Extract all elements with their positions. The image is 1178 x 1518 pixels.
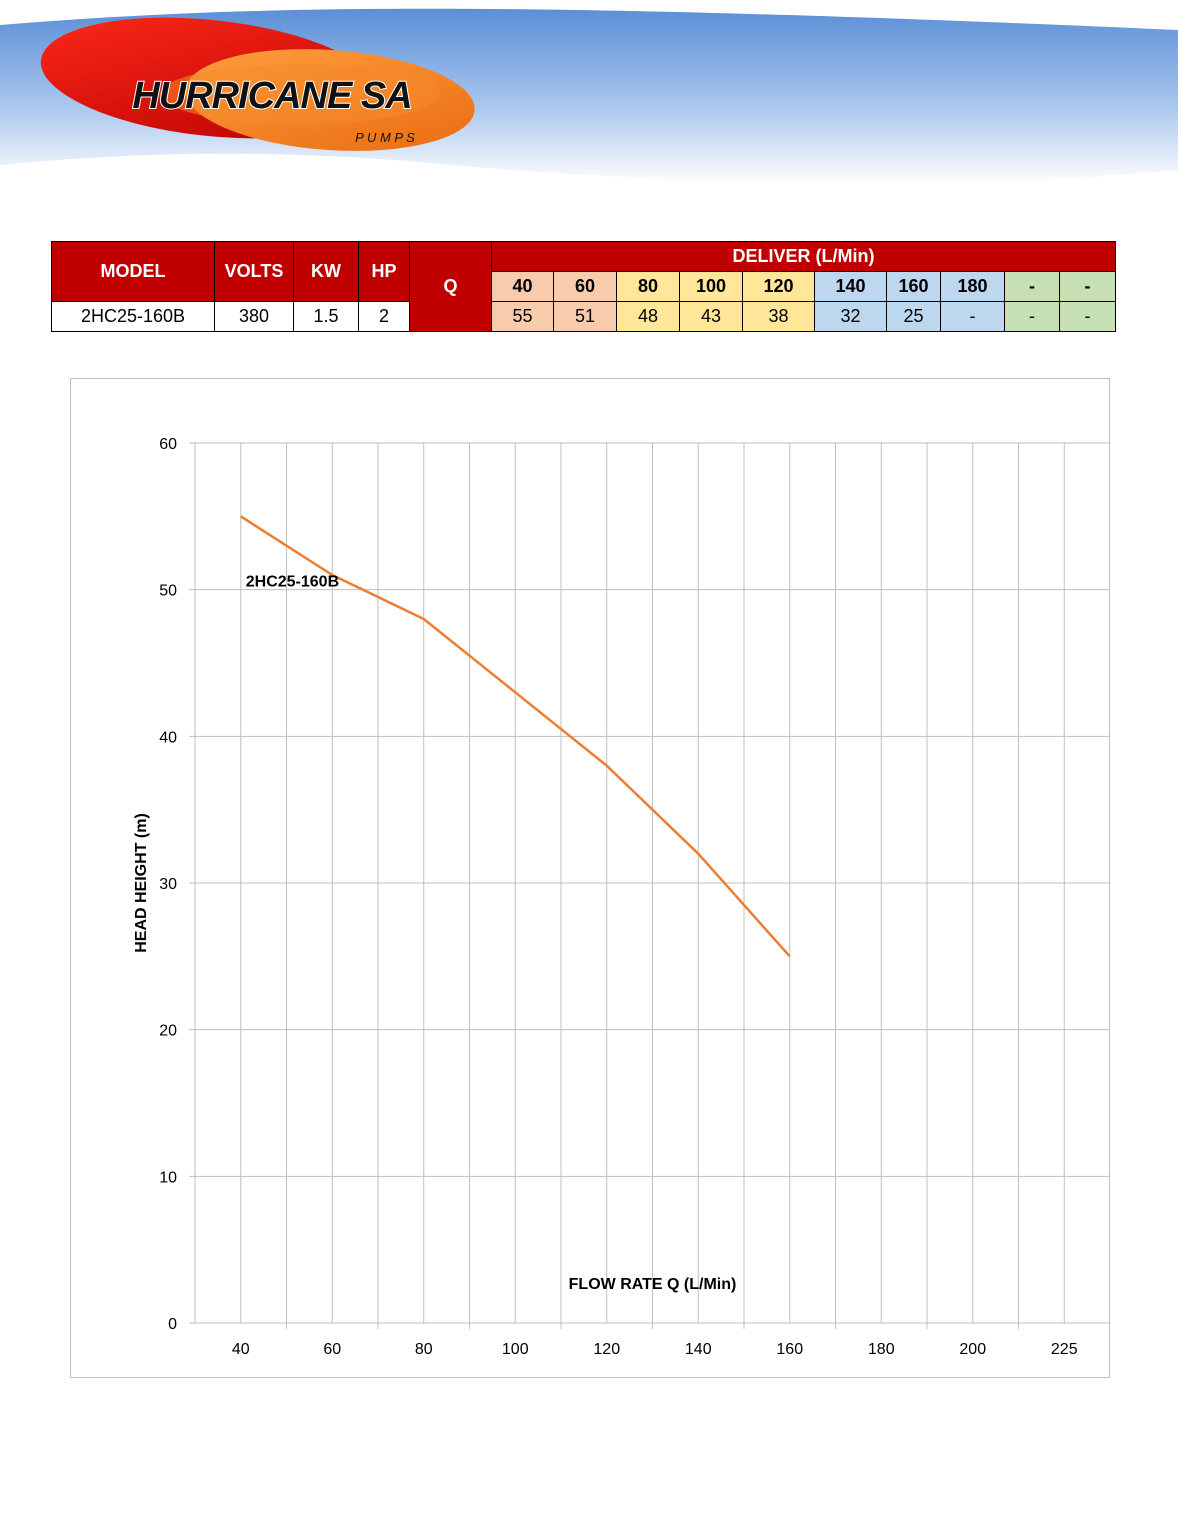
x-tick-label: 180 (868, 1341, 895, 1358)
flow-cell: 160 (886, 271, 941, 302)
series-label: 2HC25-160B (246, 573, 339, 590)
cell-kw: 1.5 (293, 301, 359, 332)
x-tick-label: 160 (776, 1341, 803, 1358)
header-q: Q (409, 241, 492, 332)
header-volts: VOLTS (214, 241, 294, 302)
y-tick-label: 0 (168, 1316, 177, 1333)
flow-cell: 60 (553, 271, 617, 302)
x-tick-label: 60 (323, 1341, 341, 1358)
x-tick-label: 100 (502, 1341, 529, 1358)
x-axis-title: FLOW RATE Q (L/Min) (569, 1276, 737, 1293)
table-header-row: MODEL VOLTS KW HP Q DELIVER (L/Min) (51, 241, 1117, 332)
x-tick-label: 80 (415, 1341, 433, 1358)
x-tick-label: 120 (593, 1341, 620, 1358)
head-cell: - (940, 301, 1005, 332)
flow-cell: 180 (940, 271, 1005, 302)
y-tick-label: 40 (159, 729, 177, 746)
y-tick-label: 10 (159, 1169, 177, 1186)
header-banner: HURRICANE SA P U M P S (0, 8, 1178, 185)
flow-cell: 40 (491, 271, 554, 302)
table-flow-row: 40 60 80 100 120 140 160 180 - - (52, 271, 1117, 302)
flow-cell: 140 (814, 271, 887, 302)
performance-chart: 0 10 20 30 40 50 60 40 60 80 100 120 140 160 180 200 225… (133, 436, 1110, 1358)
head-cell: 38 (742, 301, 815, 332)
company-logo: HURRICANE SA P U M P S (40, 17, 475, 151)
header-deliver: DELIVER (L/Min) (490, 241, 1117, 272)
spec-table: MODEL VOLTS KW HP Q DELIVER (L/Min) 40 6… (51, 241, 1117, 332)
y-tick-label: 50 (159, 583, 177, 600)
flow-cell: 100 (679, 271, 743, 302)
y-tick-label: 20 (159, 1023, 177, 1040)
flow-cell: - (1058, 271, 1117, 302)
series-line (240, 515, 791, 958)
flow-cell: 120 (742, 271, 815, 302)
table-row: 2HC25-160B 380 1.5 2 55 51 48 43 38 32 2… (51, 301, 1117, 332)
head-cell: 51 (553, 301, 617, 332)
logo-subtitle: P U M P S (355, 130, 415, 145)
header-model: MODEL (51, 241, 215, 302)
cell-model: 2HC25-160B (51, 301, 215, 332)
flow-cell: - (1004, 271, 1060, 302)
y-axis-title: HEAD HEIGHT (m) (133, 813, 150, 953)
header-kw: KW (293, 241, 359, 302)
head-cell: - (1004, 301, 1060, 332)
head-cell: 25 (886, 301, 941, 332)
cell-hp: 2 (358, 301, 410, 332)
y-tick-label: 60 (159, 436, 177, 453)
header-hp: HP (358, 241, 410, 302)
head-cell: 55 (491, 301, 554, 332)
cell-volts: 380 (214, 301, 294, 332)
x-tick-label: 140 (685, 1341, 712, 1358)
y-tick-label: 30 (159, 876, 177, 893)
x-tick-label: 225 (1051, 1341, 1078, 1358)
head-cell: 48 (616, 301, 680, 332)
x-tick-label: 40 (232, 1341, 250, 1358)
x-tick-label: 200 (959, 1341, 986, 1358)
flow-cell: 80 (616, 271, 680, 302)
head-cell: - (1058, 301, 1117, 332)
head-cell: 32 (814, 301, 887, 332)
head-cell: 43 (679, 301, 743, 332)
logo-wordmark: HURRICANE SA (132, 75, 411, 117)
